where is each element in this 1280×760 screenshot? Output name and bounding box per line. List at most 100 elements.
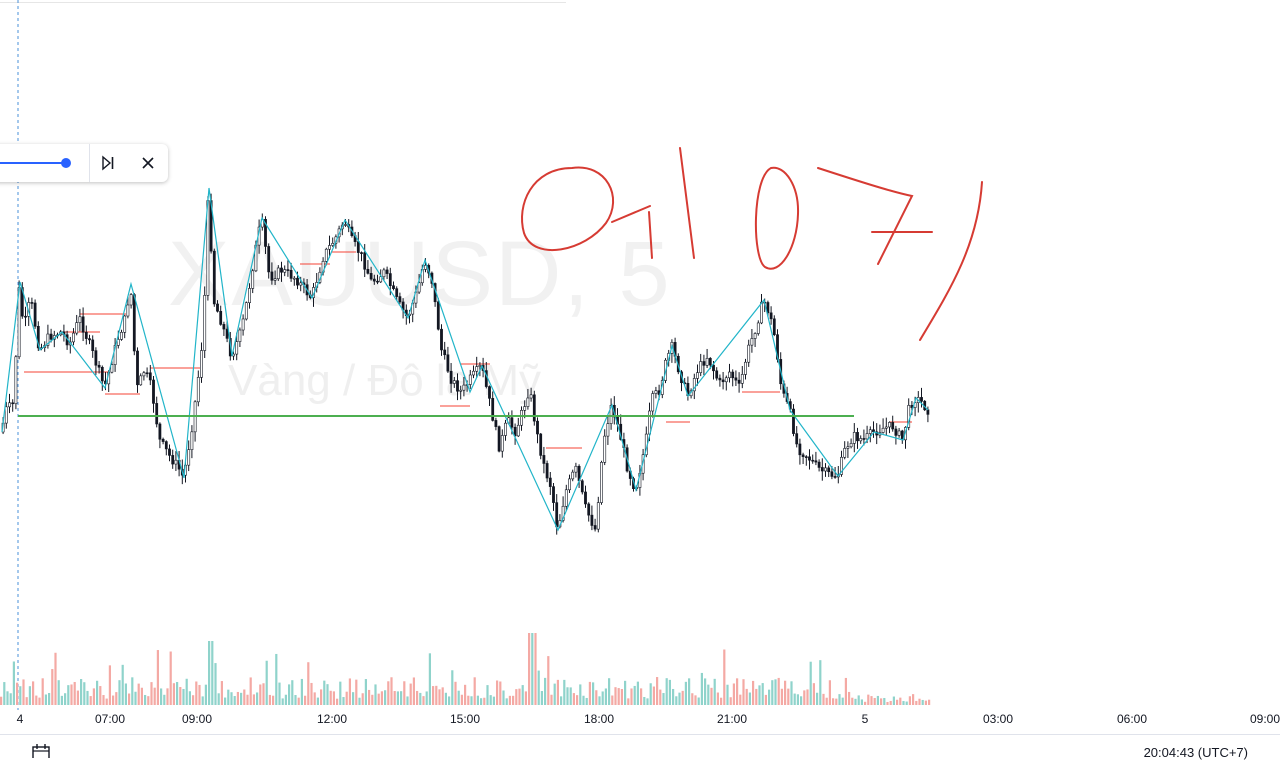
candle-body [580,480,584,493]
price-chart[interactable]: 4 07:00 09:00 12:00 15:00 18:00 21:00 5 03:00 06:… [0,0,1280,734]
volume-bar [659,689,662,705]
volume-bar [425,691,428,705]
volume-bar [739,694,742,705]
candle-body [424,265,427,270]
volume-bar [185,678,188,705]
candle-body [46,333,50,346]
volume-bar [662,693,665,705]
time-axis-label: 07:00 [95,712,125,726]
candle-body [523,406,527,411]
volume-bar [435,685,438,705]
candle-body [456,380,459,392]
volume-bar [544,677,547,705]
volume-bar [777,677,780,705]
candle-body [148,372,152,381]
volume-bar [588,681,591,705]
volume-bar [419,692,422,705]
candle-body [750,338,754,346]
candle-body [462,384,466,391]
volume-bar [521,685,524,705]
volume-bar [297,697,300,705]
volume-bar [416,690,419,705]
candle-body [328,245,331,250]
volume-bar [918,698,921,705]
volume-bar [41,678,44,705]
volume-bar [275,653,278,705]
time-axis-label: 03:00 [983,712,1013,726]
volume-bar [304,695,307,705]
volume-bar [448,696,451,705]
step-forward-button[interactable] [93,148,123,178]
volume-bar [150,682,153,705]
volume-bar [768,689,771,705]
candle-body [196,377,200,403]
volume-bar [224,697,227,705]
calendar-icon[interactable] [32,744,50,758]
volume-bar [140,687,143,705]
volume-bar [854,698,857,705]
volume-bar [57,680,60,705]
volume-bar [771,680,774,705]
volume-bar [48,692,51,705]
volume-bar [320,689,323,705]
candle-body [555,502,559,528]
time-axis-label: 18:00 [584,712,614,726]
candle-body [747,344,751,363]
replay-progress-track[interactable] [0,162,66,164]
volume-bar [537,670,540,705]
volume-bar [489,695,492,705]
volume-bar [236,691,239,705]
candle-body [536,420,539,435]
candle-body [280,267,283,273]
candle-body [33,302,37,327]
candle-body [894,428,898,436]
volume-bar [44,694,47,705]
candle-body [324,248,328,262]
candle-body [4,406,8,424]
candle-body [155,403,159,425]
volume-bar [512,695,515,705]
volume-bar [86,690,89,705]
candle-body [120,332,123,340]
candle-body [273,278,277,281]
candle-body [369,273,373,280]
candle-body [331,243,335,246]
candle-body [14,356,18,405]
volume-bar [172,683,175,705]
candle-body [548,477,552,487]
candle-body [440,328,443,351]
volume-bar [851,697,854,705]
candle-body [808,456,811,461]
volume-bar [608,678,611,705]
volume-bar [492,696,495,705]
candle-body [859,438,863,442]
volume-bar [96,680,99,705]
volume-bar [889,700,892,705]
volume-bar [166,688,169,705]
candle-body [564,489,568,507]
candle-body [360,252,363,254]
volume-bar [912,694,915,705]
volume-bar [121,664,124,705]
volume-bar [528,633,531,705]
volume-bar [780,688,783,705]
close-replay-button[interactable] [133,148,163,178]
volume-bar [444,692,447,705]
replay-progress-handle[interactable] [61,158,71,168]
volume-bar [816,692,819,705]
candle-body [721,379,725,383]
volume-bar [83,682,86,705]
volume-bar [153,687,156,705]
step-forward-icon [102,155,114,171]
candle-body [452,380,456,384]
swing-level-lines [24,251,912,449]
volume-bar [803,690,806,705]
time-axis-label: 15:00 [450,712,480,726]
volume-bar [60,695,63,705]
time-axis: 4 07:00 09:00 12:00 15:00 18:00 21:00 5 03:00 06:… [17,712,1280,726]
candle-body [168,448,171,456]
volume-bar [457,690,460,705]
volume-bar [16,682,19,705]
candle-body [728,371,731,379]
volume-bar [342,697,345,705]
